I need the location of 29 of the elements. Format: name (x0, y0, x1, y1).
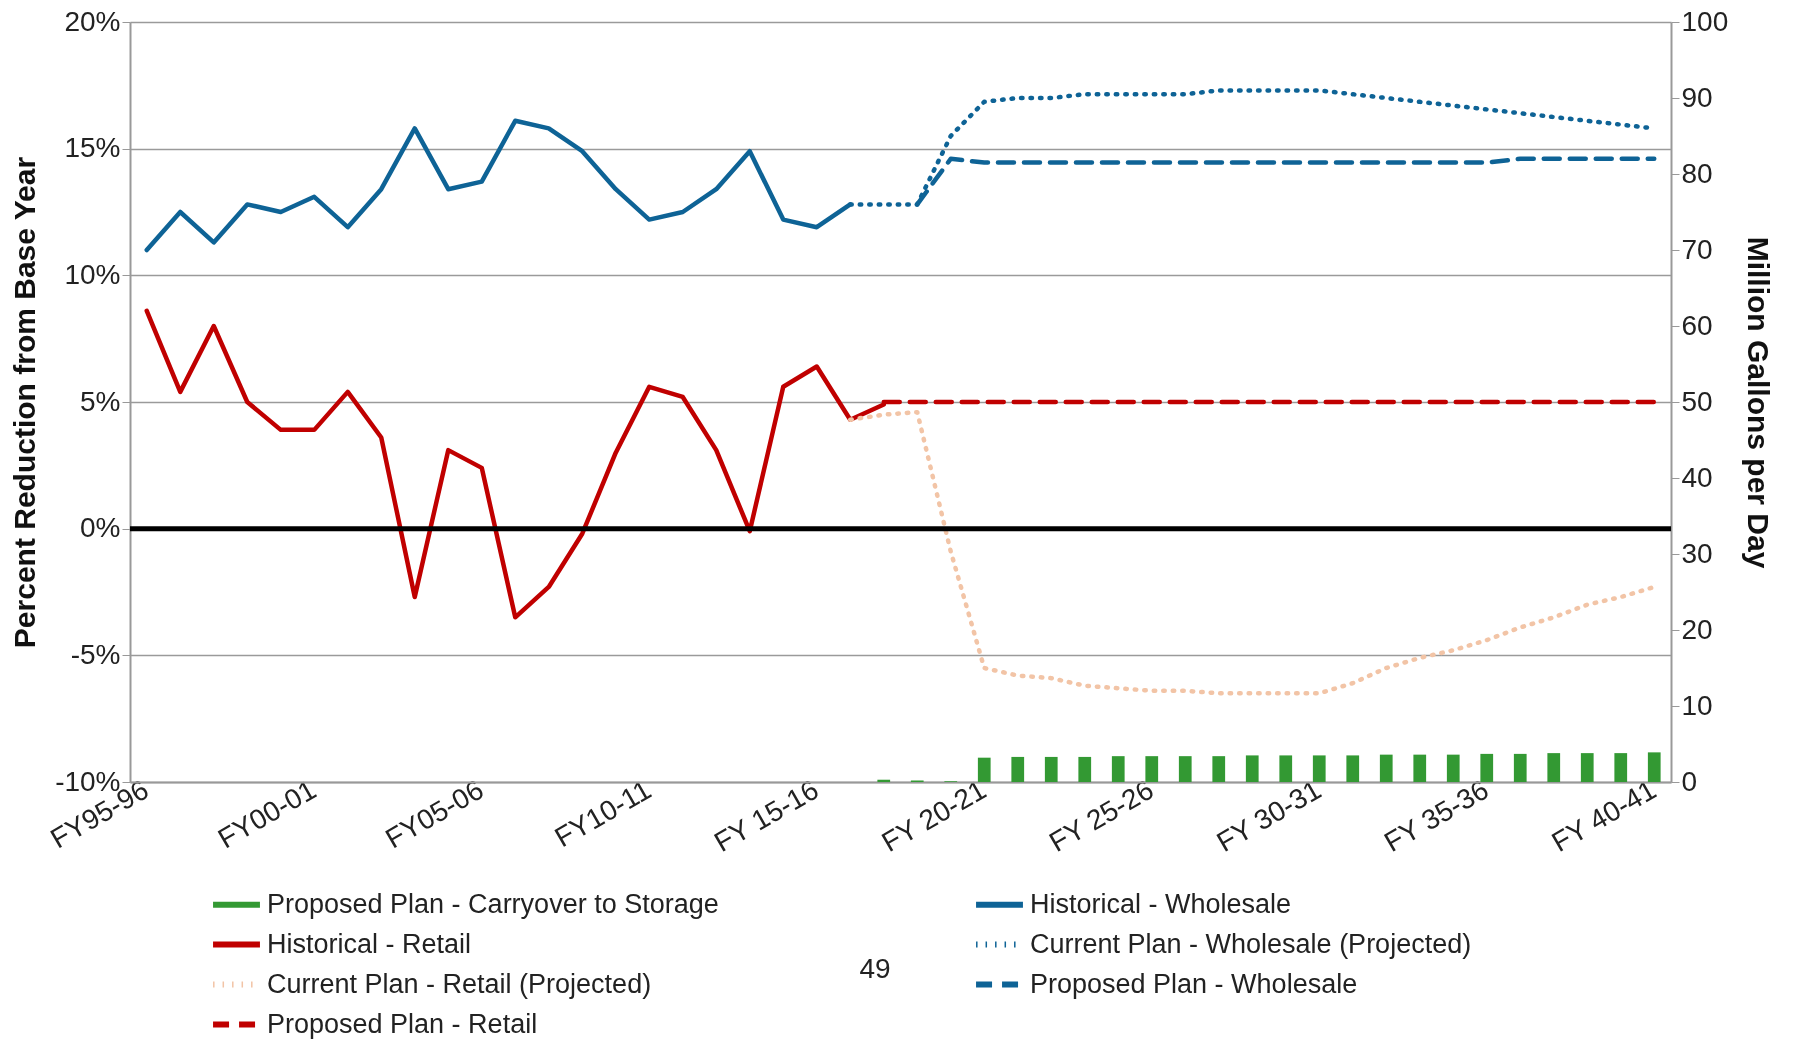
y-tick-label: 5% (80, 385, 121, 417)
y2-tick-label: 100 (1681, 5, 1729, 37)
y-tick-label: -5% (70, 638, 121, 670)
y2-tick-label: 10 (1681, 689, 1713, 721)
legend-label: Historical - Retail (267, 928, 472, 959)
y2-tick-label: 40 (1681, 461, 1713, 493)
y2-tick-label: 50 (1681, 385, 1713, 417)
y-tick-label: 20% (64, 5, 121, 37)
y2-tick-label: 0 (1681, 765, 1698, 797)
legend-label: Proposed Plan - Carryover to Storage (267, 888, 719, 919)
y-tick-label: 0% (80, 512, 121, 544)
legend-label: Historical - Wholesale (1030, 888, 1292, 919)
y-tick-label: 10% (64, 258, 121, 290)
legend-label: Current Plan - Retail (Projected) (267, 968, 652, 999)
x-tick-label: FY 30-31 (1211, 773, 1327, 858)
x-tick-label: FY 40-41 (1546, 773, 1662, 858)
y2-axis-title: Million Gallons per Day (1742, 236, 1776, 569)
y2-tick-label: 60 (1681, 309, 1713, 341)
y2-tick-label: 80 (1681, 157, 1713, 189)
y2-tick-label: 20 (1681, 613, 1713, 645)
y-tick-label: 15% (64, 132, 121, 164)
y2-tick-label: 30 (1681, 537, 1713, 569)
y2-tick-label: 70 (1681, 233, 1713, 265)
y2-tick-label: 90 (1681, 81, 1713, 113)
y-axis-title: Percent Reduction from Base Year (8, 156, 42, 649)
text: 49 (859, 953, 891, 984)
legend-label: Proposed Plan - Retail (267, 1008, 538, 1039)
legend-label: Current Plan - Wholesale (Projected) (1030, 928, 1472, 959)
legend-label: Proposed Plan - Wholesale (1030, 968, 1358, 999)
